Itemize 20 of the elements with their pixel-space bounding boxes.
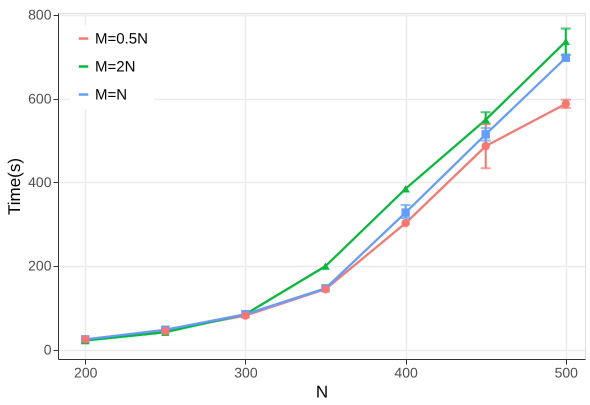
x-tick-label: 400 [394,364,418,380]
y-tick-label: 600 [28,90,52,106]
x-tick-label: 300 [234,364,258,380]
y-tick-label: 0 [44,341,52,358]
y-tick-label: 400 [28,174,52,190]
legend-label: M=2N [95,58,136,76]
legend-label: M=0.5N [95,30,148,48]
point [321,262,330,270]
point [401,218,410,228]
point [562,54,570,62]
x-tick-label: 500 [554,364,578,380]
x-axis-title: N [316,382,328,402]
y-tick-label: 200 [28,258,52,274]
y-tick-label: 800 [28,6,52,23]
point [401,208,410,217]
y-axis-title: Time(s) [5,158,24,215]
point [482,142,490,150]
x-tick-label: 200 [74,364,98,380]
legend-label: M=N [95,86,128,104]
point [482,130,490,139]
